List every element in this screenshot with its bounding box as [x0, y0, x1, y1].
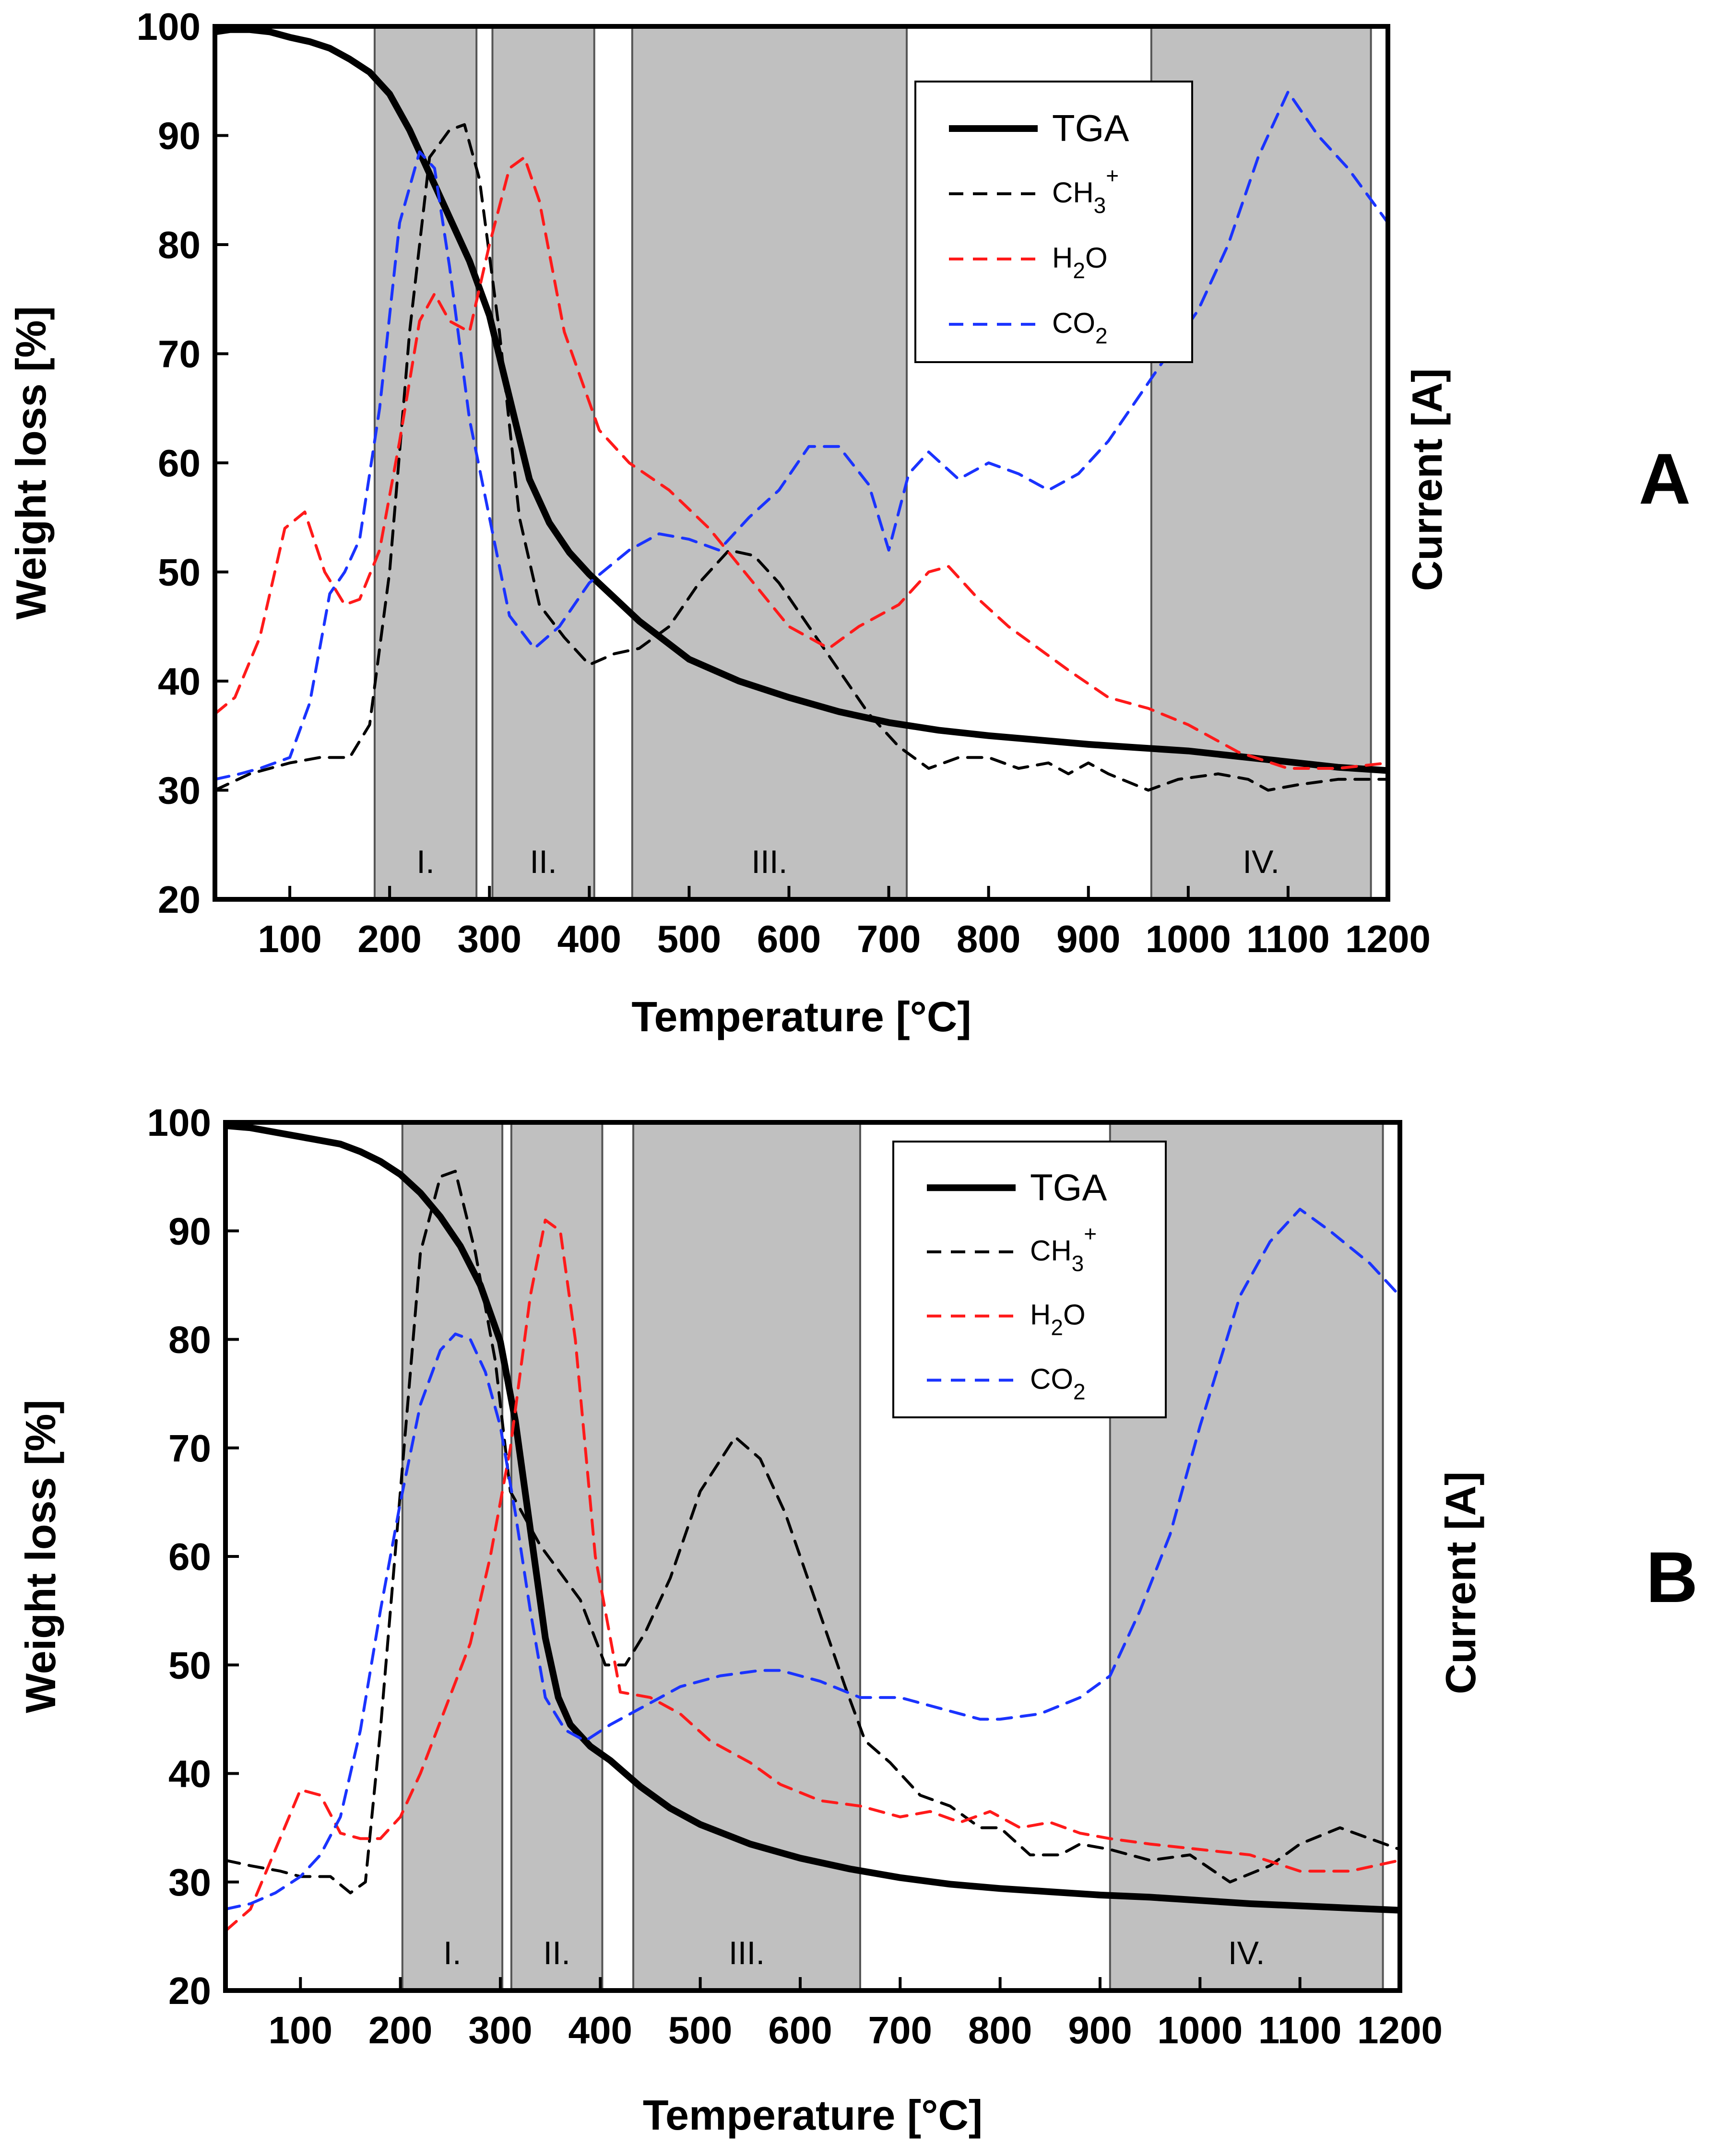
- y-tick-label: 30: [158, 769, 201, 812]
- x-tick-label: 700: [857, 918, 921, 960]
- legend: TGA CH3+ H2O CO2: [892, 1141, 1167, 1418]
- region-2-label: II.: [543, 1935, 570, 1971]
- region-3-band: [631, 25, 908, 900]
- x-tick-label: 1100: [1246, 918, 1330, 960]
- legend-box: [892, 1141, 1167, 1418]
- series-co2-line: [215, 90, 1388, 781]
- x-axis: 100 200 300 400 500 600 700 800 900 1000 1100 1200: [258, 886, 1431, 960]
- y-tick-label: 90: [168, 1210, 211, 1252]
- x-tick-label: 1100: [1258, 2009, 1342, 2051]
- legend: TGA CH3+ H2O CO2: [914, 81, 1193, 363]
- chart-panel-b: I. II. III. IV.100 200 300 400 500 600 700 800 900 1…: [17, 1101, 1698, 2139]
- legend-label-co2: CO2: [1052, 307, 1108, 348]
- region-4-label: IV.: [1228, 1935, 1265, 1971]
- x-tick-label: 300: [468, 2009, 532, 2051]
- region-1-label: I.: [416, 844, 435, 880]
- series-ch3plus-line: [225, 1169, 1400, 1895]
- legend-label-ch3plus: CH3+: [1030, 1221, 1097, 1276]
- legend-label-h2o: H2O: [1052, 242, 1108, 283]
- series-h2o-line: [225, 1218, 1400, 1932]
- y-tick-label: 20: [158, 878, 201, 921]
- series-h2o-line: [215, 156, 1388, 770]
- x-tick-label: 100: [269, 2009, 332, 2051]
- y-tick-label: 90: [158, 115, 201, 157]
- y-tick-label: 60: [158, 442, 201, 484]
- x-tick-label: 500: [668, 2009, 732, 2051]
- region-3-label: III.: [751, 844, 788, 880]
- y-tick-label: 20: [168, 1969, 211, 2012]
- y-axis-label: Weight loss [%]: [17, 1400, 64, 1713]
- x-tick-label: 1200: [1357, 2009, 1443, 2051]
- region-1-band: [401, 1121, 504, 1991]
- series-ch3plus-line: [215, 123, 1388, 792]
- region-4-label: IV.: [1243, 844, 1279, 880]
- region-3-band: [632, 1121, 861, 1991]
- y-axis-label: Weight loss [%]: [7, 306, 55, 620]
- y-tick-label: 30: [168, 1861, 211, 1904]
- x-axis-label: Temperature [°C]: [631, 993, 971, 1040]
- legend-label-co2: CO2: [1030, 1363, 1086, 1404]
- x-tick-label: 800: [968, 2009, 1032, 2051]
- x-tick-label: 500: [657, 918, 721, 960]
- region-1-label: I.: [443, 1935, 462, 1971]
- y-tick-label: 40: [168, 1753, 211, 1795]
- x-tick-label: 400: [557, 918, 621, 960]
- x-tick-label: 900: [1068, 2009, 1132, 2051]
- y-tick-label: 50: [168, 1644, 211, 1686]
- x-tick-label: 600: [768, 2009, 832, 2051]
- region-2-band: [491, 25, 595, 900]
- x-tick-label: 300: [457, 918, 521, 960]
- x-axis-label: Temperature [°C]: [643, 2091, 983, 2139]
- series-tga-line: [225, 1122, 1400, 1914]
- y-axis: 20 30 40 50 60 70 80 90 100: [137, 5, 228, 921]
- y-tick-label: 40: [158, 660, 201, 703]
- x-tick-label: 200: [357, 918, 421, 960]
- y-axis: 20 30 40 50 60 70 80 90 100: [147, 1101, 239, 2012]
- x-tick-label: 600: [757, 918, 821, 960]
- x-tick-label: 900: [1056, 918, 1120, 960]
- region-3-label: III.: [729, 1935, 765, 1971]
- y-tick-label: 60: [168, 1535, 211, 1578]
- series-co2-line: [225, 1208, 1400, 1911]
- x-tick-label: 800: [957, 918, 1020, 960]
- x-tick-label: 400: [568, 2009, 632, 2051]
- legend-label-tga: TGA: [1052, 107, 1129, 149]
- panel-label-a: A: [1639, 438, 1691, 519]
- x-tick-label: 100: [258, 918, 321, 960]
- chart-panel-a: I. II. III. IV.100 200 300 400 500 600 700 800 900 1…: [7, 5, 1691, 1040]
- legend-label-tga: TGA: [1030, 1166, 1107, 1208]
- x-tick-label: 200: [368, 2009, 432, 2051]
- y-tick-label: 80: [158, 224, 201, 266]
- region-2-band: [510, 1121, 604, 1991]
- region-2-label: II.: [530, 844, 557, 880]
- x-tick-label: 700: [868, 2009, 932, 2051]
- y-tick-label: 100: [147, 1101, 211, 1144]
- legend-label-ch3plus: CH3+: [1052, 163, 1119, 218]
- right-axis-label: Current [A]: [1403, 368, 1451, 591]
- y-tick-label: 100: [137, 5, 201, 48]
- series-tga-line: [215, 26, 1388, 774]
- y-tick-label: 70: [168, 1427, 211, 1470]
- y-tick-label: 50: [158, 551, 201, 594]
- y-tick-label: 70: [158, 333, 201, 376]
- x-tick-label: 1200: [1345, 918, 1431, 960]
- panel-label-b: B: [1646, 1537, 1698, 1617]
- x-tick-label: 1000: [1157, 2009, 1243, 2051]
- legend-label-h2o: H2O: [1030, 1299, 1086, 1340]
- y-tick-label: 80: [168, 1319, 211, 1361]
- x-axis: 100 200 300 400 500 600 700 800 900 1000 1100 1200: [269, 1977, 1443, 2051]
- x-tick-label: 1000: [1146, 918, 1231, 960]
- right-axis-label: Current [A]: [1437, 1472, 1484, 1694]
